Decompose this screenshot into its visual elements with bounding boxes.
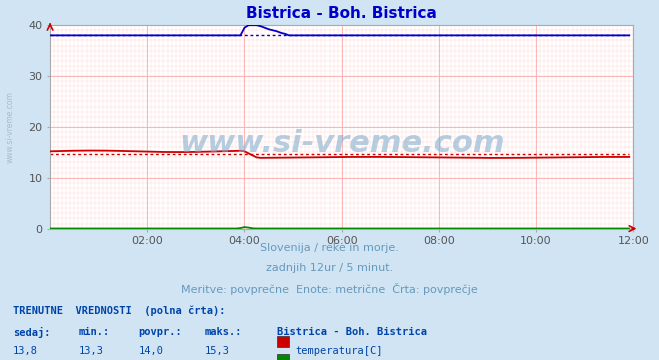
Text: www.si-vreme.com: www.si-vreme.com bbox=[179, 129, 505, 158]
Text: 14,0: 14,0 bbox=[138, 346, 163, 356]
Text: zadnjih 12ur / 5 minut.: zadnjih 12ur / 5 minut. bbox=[266, 263, 393, 273]
Text: povpr.:: povpr.: bbox=[138, 327, 182, 337]
Text: sedaj:: sedaj: bbox=[13, 327, 51, 338]
Text: temperatura[C]: temperatura[C] bbox=[295, 346, 383, 356]
Text: maks.:: maks.: bbox=[204, 327, 242, 337]
Text: 13,3: 13,3 bbox=[79, 346, 104, 356]
Text: 15,3: 15,3 bbox=[204, 346, 229, 356]
Text: Meritve: povprečne  Enote: metrične  Črta: povprečje: Meritve: povprečne Enote: metrične Črta:… bbox=[181, 283, 478, 294]
Text: TRENUTNE  VREDNOSTI  (polna črta):: TRENUTNE VREDNOSTI (polna črta): bbox=[13, 306, 225, 316]
Text: 13,8: 13,8 bbox=[13, 346, 38, 356]
Title: Bistrica - Boh. Bistrica: Bistrica - Boh. Bistrica bbox=[246, 6, 437, 21]
Text: Bistrica - Boh. Bistrica: Bistrica - Boh. Bistrica bbox=[277, 327, 427, 337]
Text: Slovenija / reke in morje.: Slovenija / reke in morje. bbox=[260, 243, 399, 253]
Text: www.si-vreme.com: www.si-vreme.com bbox=[5, 91, 14, 163]
Text: min.:: min.: bbox=[79, 327, 110, 337]
